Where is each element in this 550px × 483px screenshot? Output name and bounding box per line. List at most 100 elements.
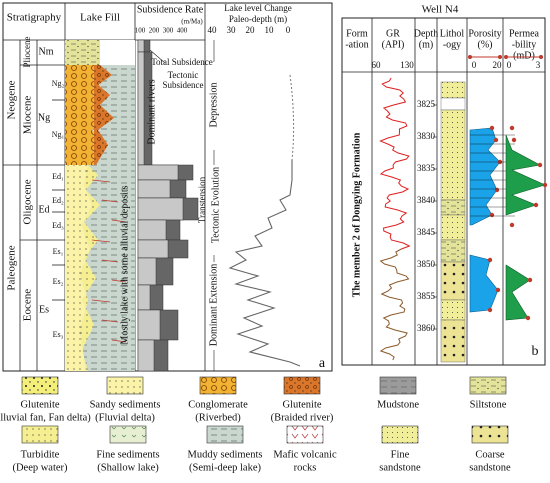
header: Lake level Change xyxy=(224,3,291,13)
legend-label: Siltstone xyxy=(470,399,507,410)
annotation: Mostly lake with some alluvial deposits xyxy=(119,185,130,344)
member-label: Ed₃ xyxy=(52,221,64,230)
annotation: Dominant Extension xyxy=(208,264,219,347)
permeability-point xyxy=(509,222,515,228)
legend-label: Fine xyxy=(391,449,410,460)
lithology xyxy=(440,109,466,201)
scale-dot xyxy=(468,55,472,59)
scale-dot xyxy=(504,55,508,59)
panel-label: a xyxy=(319,356,326,371)
gr-curve-lower xyxy=(379,248,410,361)
tectonic-subsidence xyxy=(137,179,171,199)
mafic-streak xyxy=(101,259,119,263)
mafic-streak xyxy=(91,239,111,243)
axis-tick-label: 3 xyxy=(536,60,541,70)
porosity-point xyxy=(489,212,495,218)
axis-tick-label: 400 xyxy=(177,27,188,35)
legend-label: Glutenite xyxy=(20,399,59,410)
lake-fill xyxy=(65,165,92,371)
permeability-point xyxy=(542,182,548,188)
depth-label: 3850 xyxy=(417,259,436,269)
member-label: Ed₁ xyxy=(52,172,64,181)
tectonic-subsidence xyxy=(137,339,155,372)
axis-tick-label: 200 xyxy=(149,27,160,35)
tectonic-subsidence xyxy=(137,39,145,53)
axis-tick-label: 130 xyxy=(400,60,414,70)
epoch-label: Miocene xyxy=(22,96,34,135)
mafic-streak xyxy=(101,199,119,203)
tectonic-subsidence xyxy=(137,197,184,221)
header: Paleo-depth (m) xyxy=(229,14,287,24)
legend-swatch xyxy=(471,425,509,444)
panel-b-frame xyxy=(341,17,546,366)
axis-tick-label: 30 xyxy=(227,25,237,35)
member-label: Es₁ xyxy=(53,247,64,256)
permeability-point xyxy=(525,315,531,321)
legend-label: (Shallow lake) xyxy=(97,462,159,473)
scale-dot xyxy=(539,55,543,59)
formation-label: Es xyxy=(39,304,49,315)
axis-tick-label: 0 xyxy=(472,60,477,70)
axis-tick-label: 20 xyxy=(246,25,256,35)
tectonic-subsidence xyxy=(137,51,145,166)
legend-label: sandstone xyxy=(469,462,511,473)
porosity-area xyxy=(469,127,501,313)
depth-label: 3860 xyxy=(417,323,436,333)
column-header: (m) xyxy=(419,39,433,50)
mafic-streak xyxy=(111,219,127,223)
tectonic-subsidence xyxy=(137,257,157,286)
mafic-streak xyxy=(101,319,119,323)
axis-tick-label: 300 xyxy=(163,27,174,35)
lake-level-dashed xyxy=(289,74,295,161)
legend-swatch xyxy=(469,376,507,395)
legend-swatch xyxy=(379,376,417,395)
lithology xyxy=(440,319,466,363)
legend-label: (Fluvial delta) xyxy=(95,412,155,423)
permeability-point xyxy=(537,162,543,168)
porosity-point xyxy=(494,187,500,193)
lake-fill xyxy=(80,165,100,371)
porosity-point xyxy=(493,137,499,143)
well-title: Well N4 xyxy=(422,4,459,16)
legend-swatch xyxy=(283,376,321,395)
column-header: Form xyxy=(346,28,368,39)
mafic-streak xyxy=(91,299,111,303)
legend-swatch xyxy=(109,425,147,444)
permeability-point xyxy=(509,125,515,131)
annotation: Transtension xyxy=(197,176,207,223)
header: Lake Fill xyxy=(80,12,120,24)
era-label: Paleogene xyxy=(6,245,18,290)
legend-note: Subsidence xyxy=(163,80,204,90)
formation-label: Ed xyxy=(38,204,49,215)
column-header: Porosity xyxy=(468,28,501,39)
column-header: -ation xyxy=(345,39,368,50)
lithology xyxy=(440,261,466,301)
permeability-point xyxy=(511,137,517,143)
mafic-streak xyxy=(111,339,127,343)
formation-label: Ng xyxy=(38,112,50,123)
member-label: Es₃ xyxy=(53,330,64,339)
epoch-label: Pliocene xyxy=(22,37,32,68)
axis-tick-label: 100 xyxy=(135,27,146,35)
axis-tick-label: 10 xyxy=(265,25,275,35)
formation-label: Nm xyxy=(39,46,54,57)
pointer xyxy=(149,49,166,64)
permeability-area xyxy=(505,134,546,321)
legend-label: (Braided river) xyxy=(271,412,334,423)
column-header: GR xyxy=(386,28,400,39)
legend-label: (Riverbed) xyxy=(195,412,241,423)
porosity-point xyxy=(487,257,493,263)
legend-note: Tectonic xyxy=(168,70,199,80)
annotation: Depression xyxy=(208,83,219,128)
tectonic-subsidence xyxy=(137,219,167,241)
lake-fill xyxy=(65,40,100,65)
depth-label: 3825 xyxy=(417,99,436,109)
legend-label: Turbidite xyxy=(21,449,60,460)
depth-label: 3845 xyxy=(417,227,436,237)
legend-label: Mafic volcanic xyxy=(273,449,337,460)
member-label: Ed₂ xyxy=(52,196,64,205)
member-label: Es₂ xyxy=(53,277,64,286)
mafic-streak xyxy=(91,179,111,183)
legend-swatch xyxy=(21,376,59,395)
column-header: (%) xyxy=(478,39,493,50)
